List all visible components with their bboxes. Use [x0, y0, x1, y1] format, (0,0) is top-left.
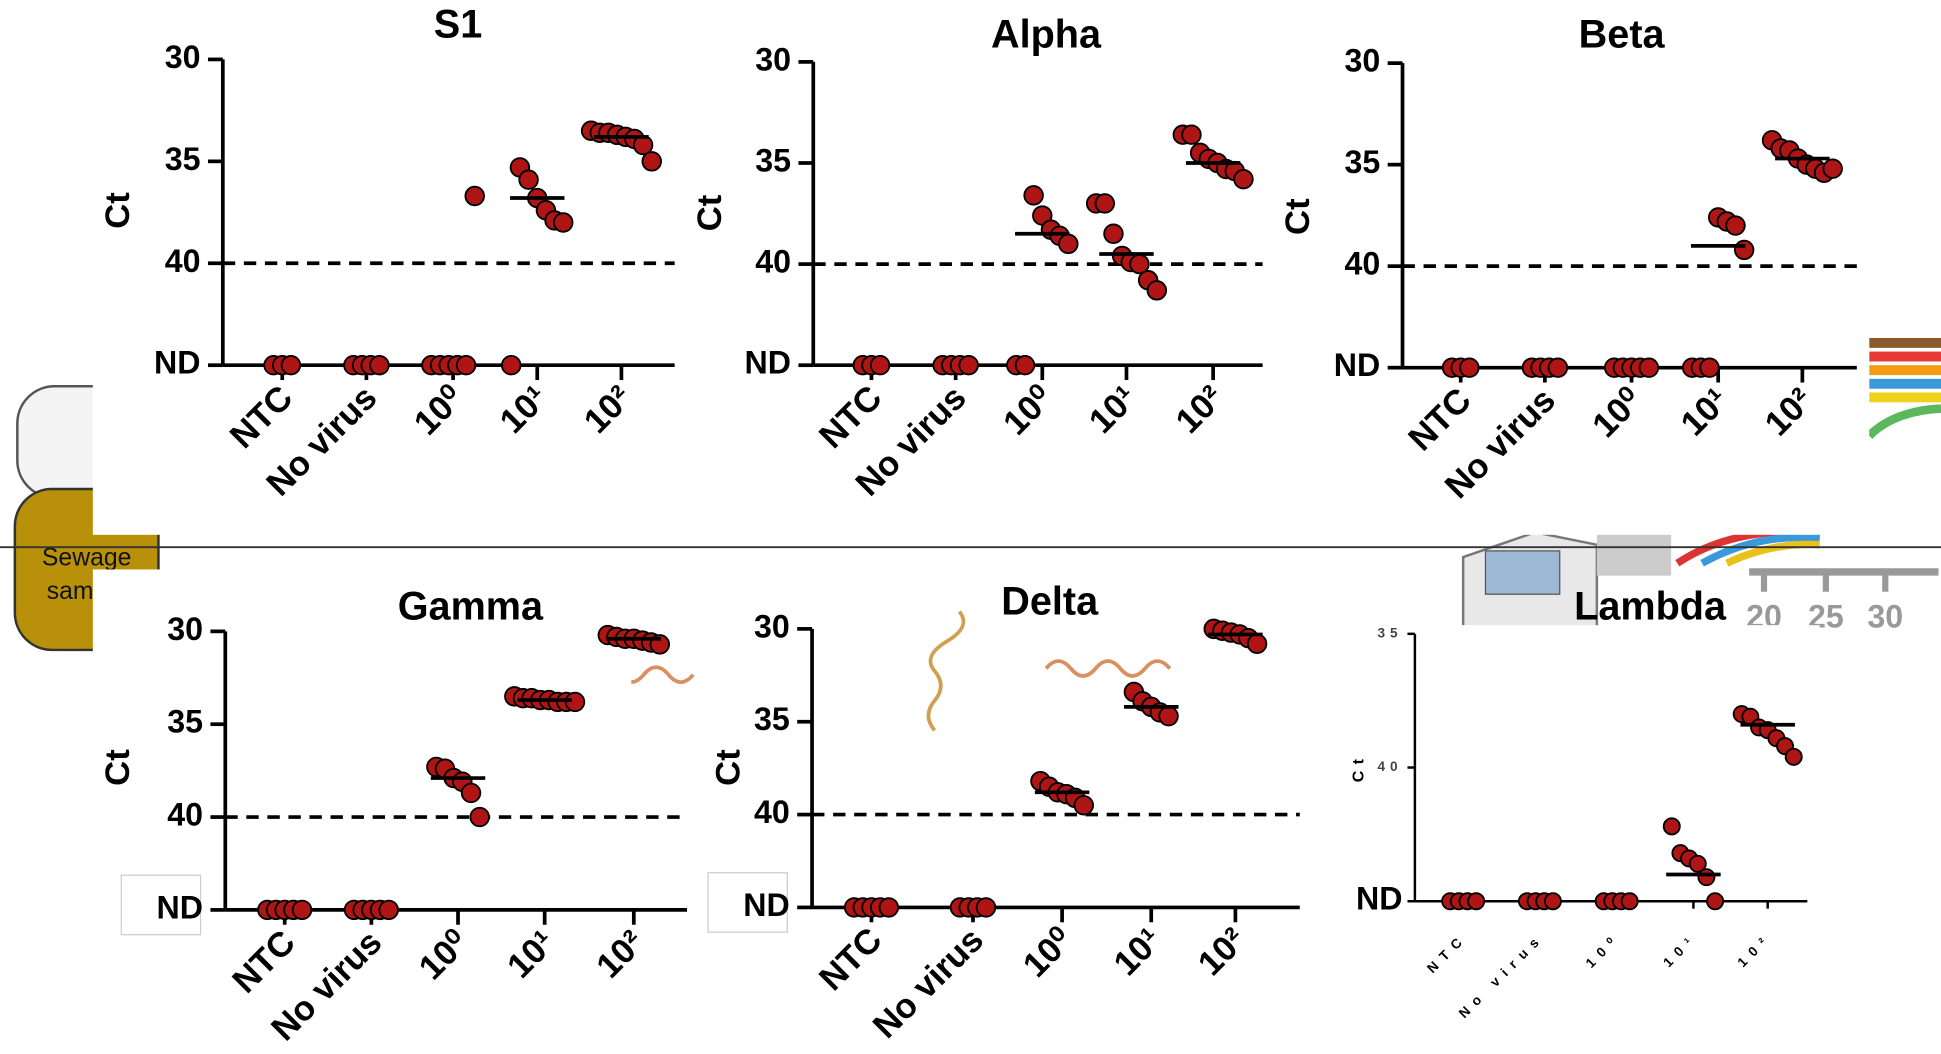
y-tick-label: 40 [1377, 759, 1402, 774]
data-point [1094, 193, 1116, 214]
y-tick-label: 30 [167, 611, 203, 647]
data-point [1706, 892, 1725, 911]
data-point [553, 212, 574, 233]
y-tick-label: 40 [167, 797, 203, 833]
data-point [1233, 168, 1254, 190]
x-tick-label: NTC [812, 921, 889, 998]
data-point [1697, 868, 1716, 887]
y-tick-label: 35 [754, 701, 790, 737]
data-point [455, 354, 477, 376]
data-point [1146, 280, 1168, 301]
data-point [369, 354, 390, 376]
y-tick-label: ND [1334, 347, 1380, 383]
panel-bg [92, 569, 632, 1053]
y-tick-label: 35 [167, 704, 203, 740]
y-tick-label: 35 [1344, 144, 1380, 180]
data-point [1620, 892, 1639, 911]
data-point [878, 897, 900, 918]
data-point [1467, 892, 1486, 911]
scale-ticks: 20 25 30 [1746, 571, 1903, 635]
y-tick-label: 30 [165, 39, 201, 75]
data-point [1246, 633, 1268, 654]
y-axis-label: Ct [710, 749, 748, 786]
y-tick-label: 40 [1344, 246, 1380, 282]
data-point [869, 354, 891, 376]
right-bands [1866, 337, 1941, 439]
data-point [958, 354, 979, 376]
data-point [378, 899, 399, 921]
y-tick-label: ND [154, 345, 200, 381]
data-point [1547, 357, 1569, 378]
curve [1725, 540, 1820, 567]
y-tick-label: 40 [755, 244, 791, 280]
y-tick-label: ND [157, 889, 203, 925]
x-tick-label: 10⁰ [1016, 921, 1080, 985]
data-point [1543, 892, 1562, 911]
data-point [1073, 795, 1094, 816]
data-point [1023, 185, 1044, 206]
jar-label: Sewage [42, 545, 131, 572]
y-tick-label: 35 [755, 142, 791, 178]
data-point [501, 354, 522, 376]
data-point [1103, 223, 1124, 244]
data-point [291, 899, 313, 921]
y-tick-label: 35 [1377, 625, 1402, 640]
y-axis-label: Ct [99, 192, 137, 229]
data-point [469, 806, 490, 828]
x-tick-label: No virus [866, 921, 991, 1046]
panel-bg [1343, 625, 1820, 1053]
y-axis-label: Ct [99, 749, 137, 786]
data-point [1784, 747, 1803, 766]
y-tick-label: 40 [754, 794, 790, 830]
data-point [464, 185, 485, 207]
chart-title: Delta [1001, 580, 1099, 624]
y-tick-label: 30 [755, 41, 791, 77]
y-tick-label: ND [1356, 881, 1402, 917]
data-point [1725, 215, 1746, 236]
y-tick-label: 35 [165, 141, 201, 177]
chart-title: Alpha [991, 13, 1102, 57]
x-tick-label: 10¹ [1107, 921, 1169, 983]
y-tick-label: ND [745, 345, 791, 381]
data-point [1688, 854, 1707, 873]
data-point [1014, 354, 1036, 376]
chart-title: Lambda [1574, 585, 1727, 629]
data-point [460, 782, 482, 804]
dna [543, 610, 1172, 732]
y-tick-label: 40 [165, 243, 201, 279]
y-tick-label: ND [743, 887, 789, 923]
nd-box [120, 874, 202, 936]
data-point [975, 897, 997, 918]
data-point [1822, 158, 1843, 179]
plate [1484, 550, 1561, 595]
y-tick-label: 30 [754, 608, 790, 644]
data-point [518, 169, 539, 190]
y-tick-label: 30 [1344, 43, 1380, 79]
nd-box [707, 872, 788, 933]
chart-title: Beta [1579, 13, 1666, 57]
chart-title: S1 [434, 3, 482, 47]
data-point [1638, 357, 1660, 378]
data-point [1459, 357, 1480, 378]
data-point [280, 354, 302, 376]
data-point [1699, 357, 1720, 378]
data-point [1181, 124, 1202, 145]
y-axis-label: Ct [691, 194, 729, 231]
y-axis-label: Ct [1279, 198, 1317, 235]
y-axis-label: Ct [1349, 753, 1367, 782]
scale-label: 30 [1867, 599, 1903, 635]
data-point [641, 151, 662, 172]
x-tick-label: 10² [1191, 921, 1253, 983]
data-point [1158, 705, 1179, 727]
data-point [1058, 233, 1079, 255]
chart-title: Gamma [398, 585, 544, 629]
data-point [1733, 239, 1755, 261]
curve [1700, 533, 1821, 567]
data-point [1662, 817, 1681, 836]
